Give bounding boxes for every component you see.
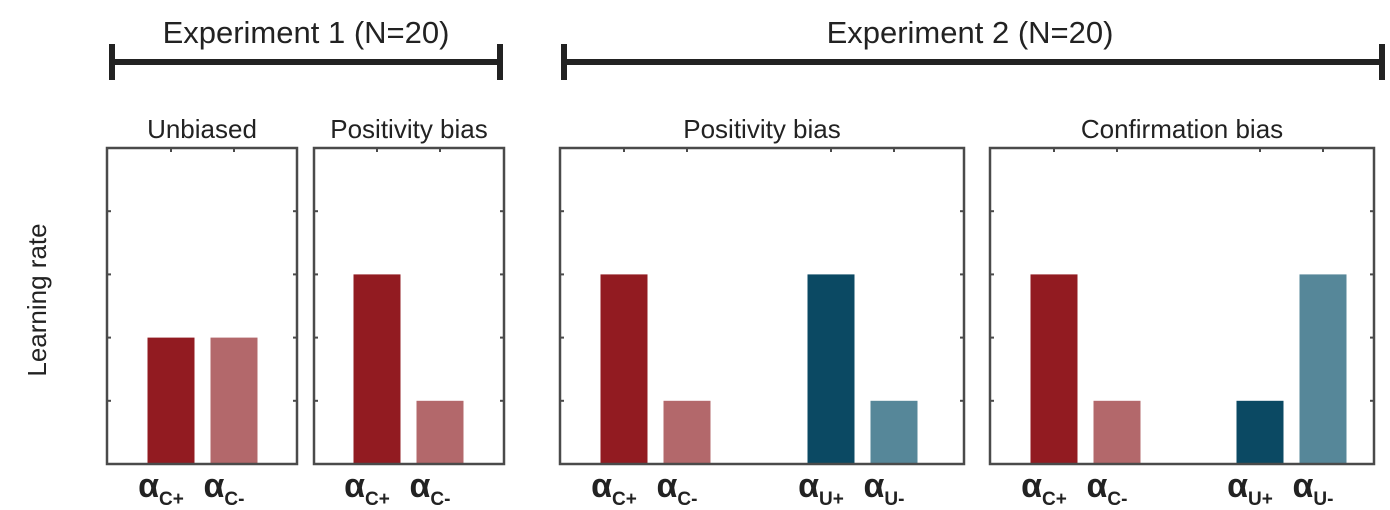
panel-exp2-positivity-bias: Positivity bias αC+ αC-αU+ αU- xyxy=(558,114,966,510)
bar-uplus xyxy=(807,274,855,464)
panel-title: Unbiased xyxy=(147,114,257,144)
x-tick-label: αC- xyxy=(410,467,451,510)
bar-cplus xyxy=(600,274,648,464)
bar-cplus xyxy=(147,337,195,464)
panel-exp1-positivity-bias: Positivity bias αC+ αC- xyxy=(312,114,506,510)
experiment-2-bracket: Experiment 2 (N=20) xyxy=(561,15,1385,80)
bar-cplus xyxy=(1030,274,1078,464)
panel-title: Positivity bias xyxy=(683,114,841,144)
x-tick-label: αC+ xyxy=(344,467,390,510)
panel-title: Positivity bias xyxy=(330,114,488,144)
panel-unbiased: Unbiased αC+ αC- xyxy=(105,114,299,510)
x-tick-label: αU- xyxy=(864,467,905,510)
experiment-1-bracket: Experiment 1 (N=20) xyxy=(109,15,503,80)
experiment-1-title: Experiment 1 (N=20) xyxy=(163,15,450,50)
axes-frame xyxy=(312,146,506,466)
axes-frame xyxy=(558,146,966,466)
bar-cplus xyxy=(353,274,401,464)
x-tick-label: αC- xyxy=(657,467,698,510)
bar-uminus xyxy=(1299,274,1347,464)
x-tick-label: αC+ xyxy=(138,467,184,510)
x-tick-label: αC+ xyxy=(1021,467,1067,510)
x-tick-label: αU+ xyxy=(1227,467,1273,510)
axes-frame xyxy=(105,146,299,466)
bar-cminus xyxy=(416,400,464,464)
bar-cminus xyxy=(663,400,711,464)
experiment-2-title: Experiment 2 (N=20) xyxy=(827,15,1114,50)
x-tick-label: αC- xyxy=(1087,467,1128,510)
panel-confirmation-bias: Confirmation bias αC+ αC-αU+ αU- xyxy=(988,114,1376,510)
y-axis-label: Learning rate xyxy=(22,223,52,376)
axes-frame xyxy=(988,146,1376,466)
bar-uplus xyxy=(1236,400,1284,464)
x-tick-label: αU- xyxy=(1293,467,1334,510)
x-tick-label: αC- xyxy=(204,467,245,510)
panel-title: Confirmation bias xyxy=(1081,114,1283,144)
x-tick-label: αU+ xyxy=(798,467,844,510)
bar-uminus xyxy=(870,400,918,464)
bar-cminus xyxy=(1093,400,1141,464)
bar-cminus xyxy=(210,337,258,464)
x-tick-label: αC+ xyxy=(591,467,637,510)
